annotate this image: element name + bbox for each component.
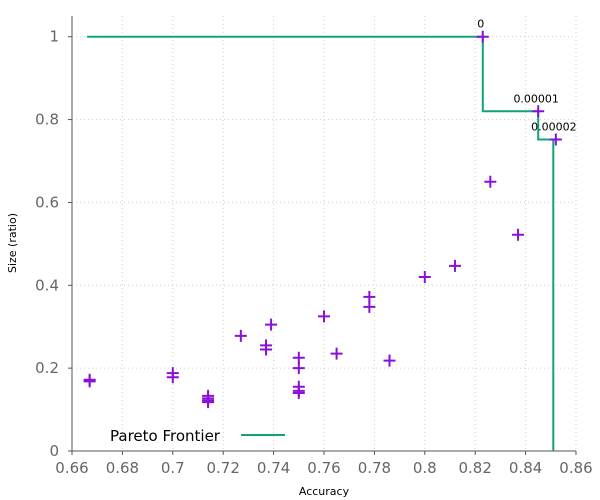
y-axis-title: Size (ratio) <box>6 213 19 273</box>
scatter-point <box>292 387 305 399</box>
scatter-point <box>318 310 330 323</box>
x-tick-label: 0.76 <box>307 459 340 477</box>
scatter-point <box>234 329 247 342</box>
scatter-point <box>166 371 179 384</box>
x-tick-label: 0.66 <box>55 459 88 477</box>
scatter-point <box>449 259 462 272</box>
y-tick-label: 0.6 <box>35 193 59 211</box>
y-tick-label: 0 <box>49 442 59 460</box>
x-tick-label: 0.8 <box>413 459 437 477</box>
axes <box>71 16 576 452</box>
scatter-point <box>292 351 305 364</box>
y-tick-label: 0.4 <box>35 276 59 294</box>
scatter-point <box>83 375 96 388</box>
annotation-label: 0.00002 <box>531 120 577 133</box>
x-tick-label: 0.86 <box>559 459 592 477</box>
scatter-point <box>260 343 273 356</box>
x-tick-label: 0.72 <box>206 459 239 477</box>
scatter-point <box>330 347 343 360</box>
scatter-point <box>418 271 431 283</box>
legend-label-pareto-frontier: Pareto Frontier <box>110 427 221 445</box>
annotation-label: 0.00001 <box>513 92 559 105</box>
x-tick-label: 0.82 <box>458 459 491 477</box>
scatter-point <box>512 228 525 241</box>
x-tick-label: 0.68 <box>106 459 139 477</box>
y-tick-label: 0.8 <box>35 111 59 129</box>
scatter-point <box>476 30 489 43</box>
scatter-point <box>202 396 215 409</box>
scatter-points <box>83 30 562 409</box>
pareto-frontier-series <box>87 35 555 451</box>
legend: Pareto Frontier <box>110 427 285 445</box>
scatter-point <box>292 362 305 375</box>
annotation-label: 0 <box>477 18 484 31</box>
y-tick-label: 1 <box>49 28 59 46</box>
scatter-point <box>363 300 376 313</box>
scatter-point <box>265 318 278 331</box>
x-tick-label: 0.7 <box>161 459 185 477</box>
scatter-point <box>549 133 562 146</box>
scatter-point <box>532 105 545 118</box>
scatter-point <box>484 175 497 188</box>
x-tick-label: 0.84 <box>509 459 542 477</box>
scatter-point <box>383 354 396 367</box>
x-axis-title: Accuracy <box>299 485 350 498</box>
annotations: 0 0.00001 0.00002 <box>477 18 576 134</box>
x-tick-label: 0.74 <box>257 459 290 477</box>
x-tick-label: 0.78 <box>358 459 391 477</box>
tick-labels: 0.66 0.68 0.7 0.72 0.74 0.76 0.78 0.8 0.82 0.84 0.… <box>35 28 593 477</box>
y-tick-label: 0.2 <box>35 359 59 377</box>
pareto-frontier-line <box>87 35 555 451</box>
grid <box>72 16 577 451</box>
